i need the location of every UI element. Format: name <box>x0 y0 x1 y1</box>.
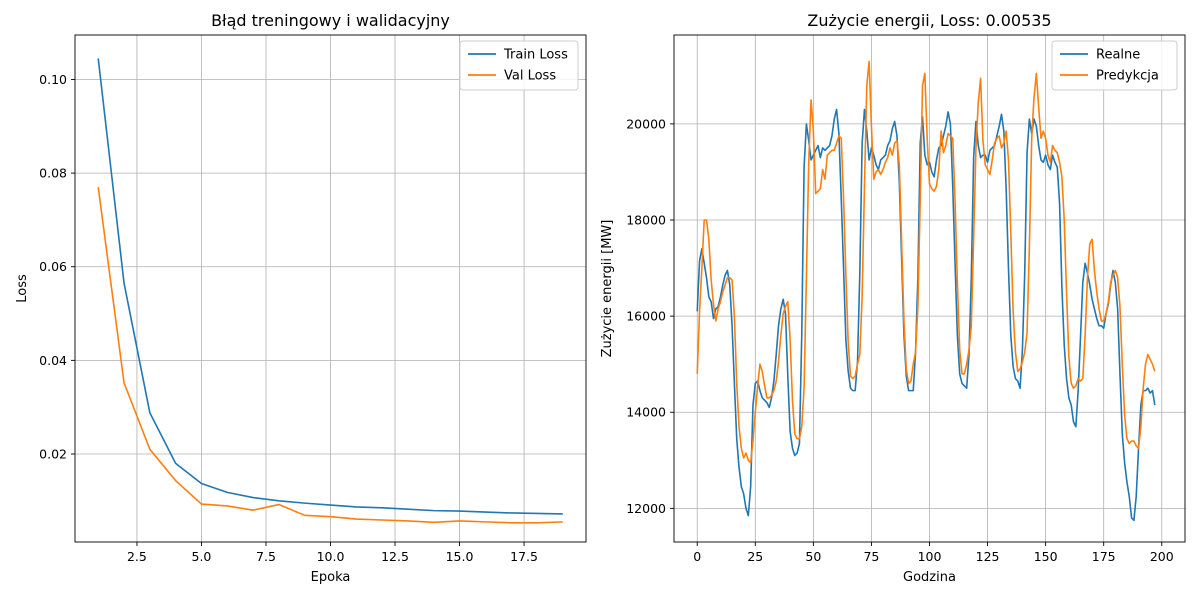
x-tick-label: 125 <box>976 549 1000 564</box>
grid <box>75 35 586 542</box>
x-tick-label: 200 <box>1150 549 1174 564</box>
x-axis-label: Epoka <box>311 570 351 585</box>
y-tick-label: 16000 <box>626 309 666 324</box>
chart-title: Zużycie energii, Loss: 0.00535 <box>807 11 1051 30</box>
x-tick-label: 150 <box>1034 549 1058 564</box>
loss-chart: 2.5 5.0 7.5 10.0 12.5 15.0 17.5 0.02 0.04 0.06 0.0… <box>15 11 587 585</box>
legend: Realne Predykcja <box>1051 40 1178 91</box>
series-line-2 <box>696 60 1156 464</box>
x-tick-label: 75 <box>863 549 879 564</box>
y-tick-label: 0.02 <box>39 446 67 461</box>
legend-label: Train Loss <box>503 48 568 63</box>
series-line-2 <box>97 187 563 524</box>
legend-label: Realne <box>1096 48 1140 63</box>
x-tick-label: 17.5 <box>510 549 538 564</box>
x-tick-label: 2.5 <box>127 549 147 564</box>
y-tick-label: 14000 <box>626 405 666 420</box>
energy-chart: 0 25 50 75 100 125 150 175 200 12000 14000 16000 180… <box>600 11 1186 585</box>
x-tick-label: 175 <box>1092 549 1116 564</box>
legend-label: Predykcja <box>1096 69 1159 84</box>
x-tick-label: 10.0 <box>317 549 345 564</box>
x-tick-label: 25 <box>747 549 763 564</box>
series-line-1 <box>696 108 1156 522</box>
series-line-1 <box>97 58 563 515</box>
grid <box>674 35 1185 542</box>
x-tick-label: 7.5 <box>256 549 276 564</box>
x-tick-label: 100 <box>918 549 942 564</box>
legend: Train Loss Val Loss <box>459 40 579 91</box>
y-tick-label: 12000 <box>626 501 666 516</box>
y-tick-label: 18000 <box>626 213 666 228</box>
chart-title: Błąd treningowy i walidacyjny <box>211 11 450 30</box>
legend-label: Val Loss <box>504 69 556 84</box>
x-tick-label: 5.0 <box>192 549 212 564</box>
y-tick-label: 20000 <box>626 116 666 131</box>
y-tick-label: 0.06 <box>39 259 67 274</box>
y-tick-label: 0.08 <box>39 166 67 181</box>
x-tick-label: 50 <box>805 549 821 564</box>
x-axis-label: Godzina <box>903 570 956 585</box>
y-tick-label: 0.04 <box>39 353 67 368</box>
y-axis-label: Zużycie energii [MW] <box>600 220 615 358</box>
y-axis-label: Loss <box>15 274 30 303</box>
x-tick-label: 12.5 <box>381 549 409 564</box>
y-tick-label: 0.10 <box>39 72 67 87</box>
x-tick-label: 0 <box>693 549 701 564</box>
x-tick-label: 15.0 <box>446 549 474 564</box>
